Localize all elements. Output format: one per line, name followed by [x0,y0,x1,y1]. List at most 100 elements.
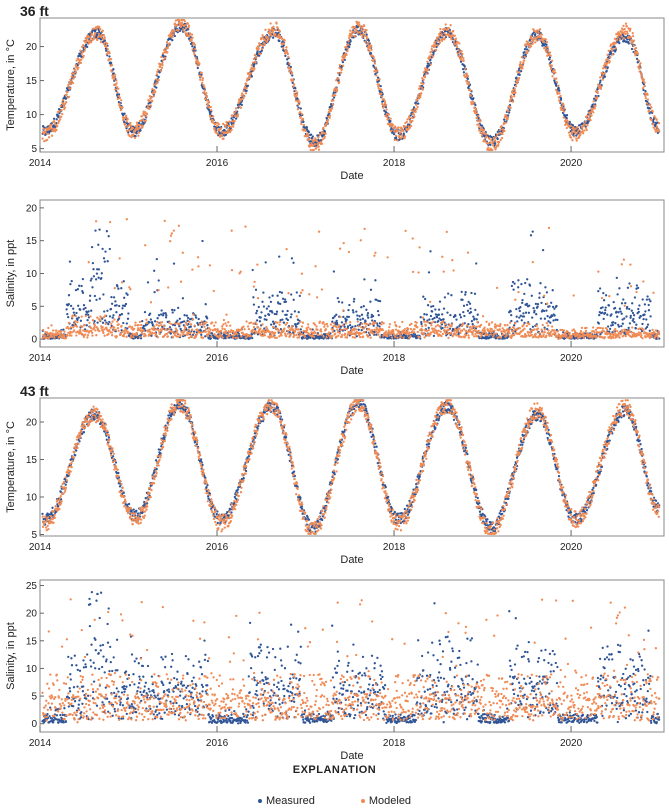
x-tick-label: 2020 [560,158,583,169]
data-point [154,90,157,93]
data-point [544,38,548,41]
data-point [365,37,369,40]
data-point [317,136,320,139]
data-point [155,323,158,326]
data-point [598,81,602,84]
data-point [110,295,113,299]
data-point [389,117,392,120]
data-point [312,139,316,142]
data-point [63,330,66,333]
data-point [199,323,202,326]
data-point [536,305,539,308]
data-point [337,77,340,80]
data-point [604,306,607,309]
data-point [549,67,553,71]
data-point [284,48,288,52]
data-point [625,25,628,28]
data-point [640,72,643,75]
data-point [187,28,190,31]
data-point [116,285,119,288]
data-point [177,29,180,32]
data-point [185,27,188,30]
data-point [86,334,90,337]
data-point [622,37,626,40]
data-point [118,315,121,319]
data-point [191,48,194,51]
data-point [631,302,634,305]
data-point [171,39,174,42]
data-point [504,121,507,124]
data-point [283,39,286,42]
data-point [336,71,340,75]
data-point [622,298,625,301]
data-point [108,220,112,224]
data-point [454,314,457,318]
data-point [548,305,551,308]
data-point [154,333,158,336]
data-point [200,71,203,75]
data-point [649,300,652,303]
data-point [418,85,421,88]
data-point [601,306,604,309]
data-point [607,49,610,52]
data-point [608,327,612,331]
data-point [608,60,611,63]
data-point [71,81,75,85]
data-point [68,260,72,263]
data-point [191,36,194,39]
data-point [113,326,116,329]
data-point [267,313,271,317]
data-point [446,311,449,314]
data-point [98,228,101,231]
data-point [290,72,294,76]
data-point [75,311,78,315]
data-point [160,55,163,59]
data-point [646,323,650,326]
data-point [524,43,528,46]
data-point [603,75,607,78]
data-point [194,314,197,317]
y-tick-label: 20 [26,203,38,214]
data-point [546,45,549,49]
data-point [572,135,576,138]
data-point [80,315,83,318]
data-point [203,97,207,101]
data-point [95,272,99,275]
x-tick-label: 2018 [383,353,406,364]
data-point [583,123,587,126]
data-point [519,61,522,64]
data-point [203,89,206,92]
data-point [141,121,144,124]
data-point [378,325,381,328]
data-point [469,307,472,310]
data-point [161,61,164,64]
data-point [210,332,214,335]
data-point [539,282,542,285]
data-point [643,84,646,88]
data-point [499,138,502,142]
data-point [135,334,138,337]
data-point [113,75,116,79]
data-point [148,328,151,331]
data-point [301,117,305,121]
data-point [318,133,321,137]
data-point [391,123,395,127]
data-point [65,101,68,104]
data-point [535,313,538,316]
data-point [202,91,206,94]
data-point [338,80,341,84]
data-point [118,102,121,105]
data-point [194,56,197,60]
data-point [132,335,135,339]
data-point [527,311,531,314]
data-point [112,68,115,71]
data-point [93,294,97,298]
data-point [348,43,352,46]
data-point [122,114,125,117]
data-point [630,47,634,51]
data-point [67,95,71,99]
data-point [474,103,477,107]
data-point [585,128,588,132]
data-point [604,308,607,312]
data-point [380,95,384,98]
